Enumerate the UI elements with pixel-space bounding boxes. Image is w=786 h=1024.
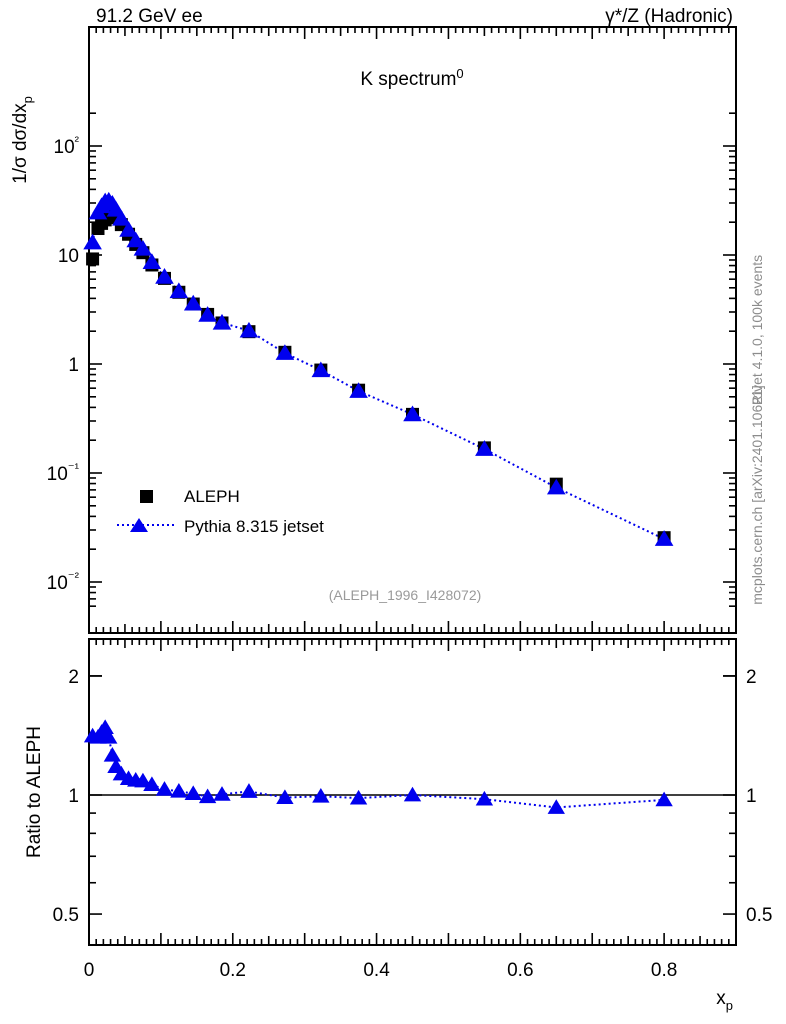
ratio-y-axis-label: Ratio to ALEPH	[24, 726, 45, 858]
x-axis-label-text: x	[716, 988, 726, 1009]
main-y-axis-label: 1/σ dσ/dxp	[10, 96, 35, 184]
data-marker-triangle	[213, 786, 231, 801]
x-tick-label: 0.6	[507, 960, 533, 981]
legend-entry-aleph[interactable]: ALEPH	[140, 487, 240, 506]
data-marker-triangle	[275, 344, 295, 360]
main-panel-ticks	[88, 27, 737, 633]
data-marker-triangle	[169, 282, 189, 299]
plot-title-text: K spectrum	[360, 69, 456, 90]
legend-label-pythia: Pythia 8.315 jetset	[184, 517, 324, 536]
data-marker-square	[86, 252, 100, 266]
data-marker-triangle	[133, 239, 153, 256]
data-marker-triangle	[311, 361, 331, 378]
legend: ALEPH Pythia 8.315 jetset	[117, 487, 324, 536]
data-marker-triangle	[276, 789, 294, 804]
data-marker-triangle	[126, 231, 146, 248]
pythia-data-points-main	[83, 191, 674, 546]
ratio-y-tick-labels: 0.5 0.5 1 1 2 2	[53, 667, 773, 926]
data-marker-triangle	[184, 785, 202, 801]
data-marker-triangle	[403, 786, 422, 802]
data-marker-triangle	[155, 781, 174, 796]
data-marker-triangle	[547, 799, 565, 814]
data-marker-triangle	[83, 233, 102, 250]
ratio-panel-ticks	[88, 639, 737, 945]
legend-label-aleph: ALEPH	[184, 487, 240, 506]
header-right-label: γ*/Z (Hadronic)	[605, 6, 733, 27]
data-marker-triangle	[546, 478, 566, 495]
pythia-data-points-ratio	[83, 719, 673, 814]
x-tick-label: 0.4	[363, 960, 390, 981]
data-marker-triangle	[349, 789, 368, 805]
main-y-tick-label: 1	[68, 355, 79, 376]
data-marker-triangle	[134, 772, 152, 788]
data-marker-triangle	[654, 530, 674, 546]
x-axis-label: xp	[716, 988, 733, 1013]
plot-title: K spectrum0	[360, 66, 463, 90]
x-tick-label: 0	[84, 960, 95, 981]
data-marker-triangle	[475, 790, 494, 806]
ratio-y-tick-label-left: 1	[68, 786, 79, 807]
data-marker-triangle	[198, 788, 217, 804]
main-y-tick-label: 10	[58, 246, 79, 267]
data-marker-triangle	[239, 321, 259, 338]
legend-entry-pythia[interactable]: Pythia 8.315 jetset	[117, 517, 324, 536]
analysis-id-watermark: (ALEPH_1996_I428072)	[329, 587, 482, 603]
data-marker-triangle	[170, 783, 188, 798]
y-axis-label-part1: 1/σ dσ/dx	[10, 103, 31, 184]
y-axis-label-subscript: p	[20, 96, 35, 103]
data-marker-triangle	[155, 268, 174, 284]
data-marker-triangle	[655, 791, 673, 807]
x-tick-label: 0.8	[651, 960, 677, 981]
ratio-y-tick-label-left: 2	[68, 667, 79, 688]
ratio-y-tick-label-right: 0.5	[746, 905, 772, 926]
data-marker-triangle	[143, 776, 161, 792]
exponent: ²	[75, 133, 80, 148]
data-marker-triangle	[112, 209, 131, 226]
header-left-label: 91.2 GeV ee	[96, 6, 203, 27]
exponent: ⁻²	[68, 569, 80, 584]
data-marker-triangle	[403, 405, 422, 422]
x-tick-labels: 0 0.2 0.4 0.6 0.8	[84, 960, 678, 981]
mcplots-side-label: mcplots.cern.ch [arXiv:2401.10621]	[749, 385, 765, 604]
data-marker-triangle	[183, 294, 203, 311]
ratio-y-tick-label-right: 1	[746, 786, 757, 807]
rivet-version-side-label: Rivet 4.1.0, 100k events	[749, 255, 765, 405]
data-marker-triangle	[119, 221, 138, 237]
ratio-y-tick-label-right: 2	[746, 667, 757, 688]
data-marker-triangle	[212, 313, 232, 330]
data-marker-triangle	[475, 440, 494, 456]
data-marker-triangle	[198, 306, 217, 322]
data-marker-triangle	[142, 253, 162, 269]
data-marker-triangle	[349, 382, 368, 398]
data-marker-triangle	[103, 747, 122, 762]
x-axis-label-subscript: p	[726, 998, 733, 1013]
data-marker-triangle	[240, 783, 258, 798]
plot-title-superscript: 0	[456, 66, 463, 81]
data-marker-triangle	[312, 787, 330, 803]
x-tick-label: 0.2	[220, 960, 246, 981]
data-marker-triangle	[100, 728, 118, 744]
legend-triangle-marker-icon	[130, 518, 148, 532]
ratio-y-tick-label-left: 0.5	[53, 905, 79, 926]
exponent: ⁻¹	[68, 460, 80, 475]
legend-square-marker-icon	[140, 490, 153, 503]
